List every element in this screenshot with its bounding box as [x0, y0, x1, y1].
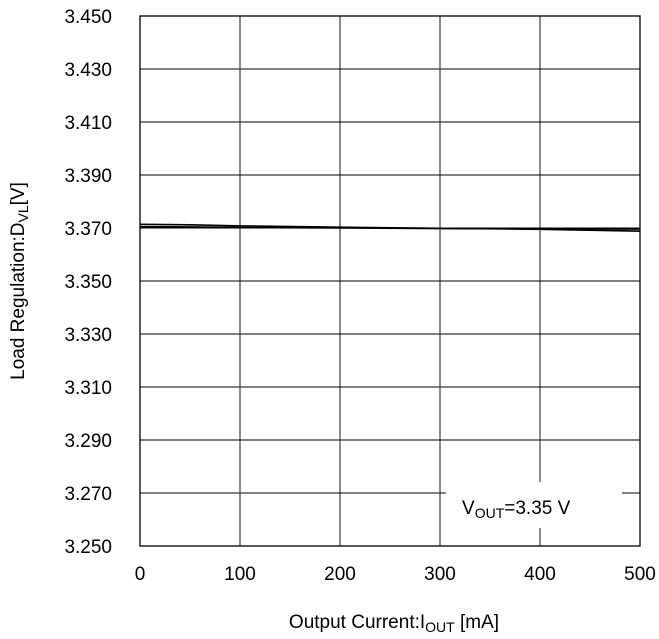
x-tick-label: 400 — [524, 564, 556, 585]
y-tick-label: 3.330 — [64, 325, 112, 346]
x-axis-title-main: Output Current:I — [289, 612, 425, 633]
y-tick-label: 3.390 — [64, 166, 112, 187]
y-tick-label: 3.370 — [64, 219, 112, 240]
annotation-suffix: =3.35 V — [504, 498, 570, 519]
annotation-sub: OUT — [475, 505, 505, 521]
y-tick-label: 3.290 — [64, 431, 112, 452]
y-tick-label: 3.310 — [64, 378, 112, 399]
annotation-background — [446, 482, 622, 528]
y-tick-label: 3.270 — [64, 484, 112, 505]
annotation-box: VOUT=3.35 V — [446, 482, 622, 528]
plot-frame — [139, 15, 641, 547]
x-tick-label: 500 — [624, 564, 656, 585]
y-tick-label: 3.350 — [64, 272, 112, 293]
annotation-main: V — [462, 498, 475, 519]
y-tick-label: 3.410 — [64, 113, 112, 134]
x-tick-labels: 0 100 200 300 400 500 — [135, 564, 656, 585]
annotation-text: VOUT=3.35 V — [462, 498, 571, 521]
series-group — [139, 223, 641, 232]
x-tick-label: 100 — [224, 564, 256, 585]
x-axis-title-suffix: [mA] — [455, 612, 499, 633]
x-tick-label: 200 — [324, 564, 356, 585]
y-tick-label: 3.430 — [64, 60, 112, 81]
x-axis-title-sub: OUT — [425, 619, 455, 635]
y-axis-title-main: Load Regulation:D — [8, 222, 29, 379]
y-tick-label: 3.450 — [64, 7, 112, 28]
y-tick-label: 3.250 — [64, 537, 112, 558]
y-axis-title-suffix: [V] — [8, 182, 29, 205]
y-axis-title-sub: VL — [15, 205, 31, 222]
x-tick-label: 0 — [135, 564, 146, 585]
y-tick-labels: 3.250 3.270 3.290 3.310 3.330 3.350 3.370 3.390… — [64, 7, 112, 558]
grid-lines — [140, 16, 640, 546]
x-axis-title: Output Current:IOUT [mA] — [289, 612, 499, 635]
y-axis-title: Load Regulation:DVL[V] — [8, 182, 31, 380]
x-tick-label: 300 — [424, 564, 456, 585]
series-line-2 — [139, 225, 641, 230]
